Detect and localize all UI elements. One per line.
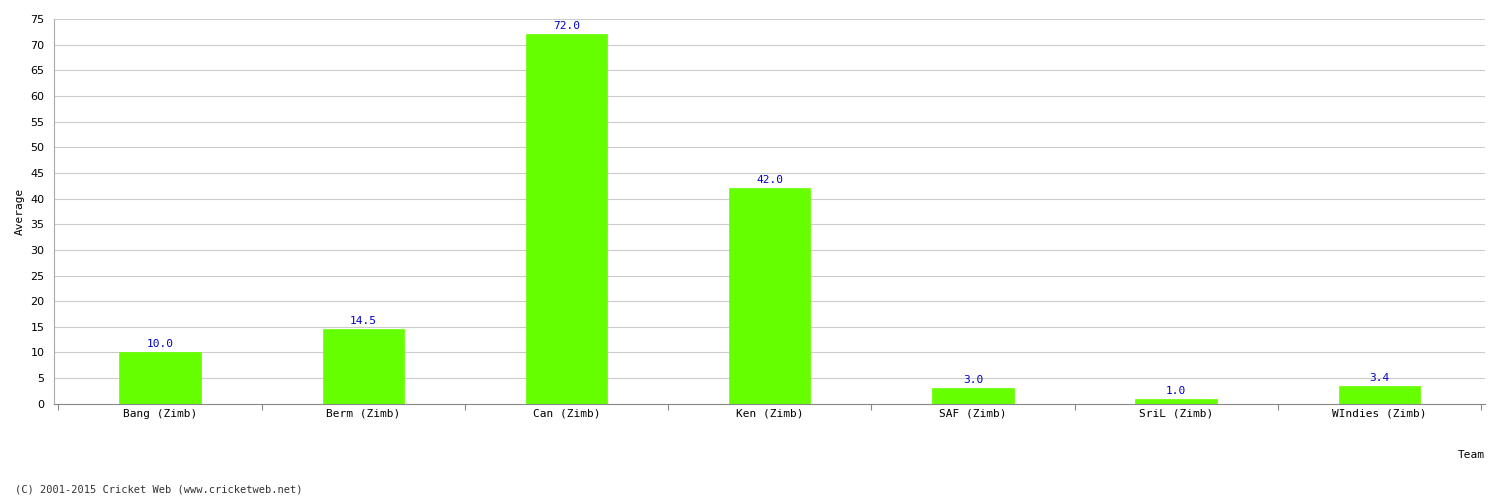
Bar [729,188,810,404]
Bar [1338,386,1420,404]
Bar [120,352,201,404]
Text: 3.0: 3.0 [963,376,982,386]
Bar [526,34,608,404]
Bar [933,388,1014,404]
Bar [1136,398,1216,404]
Text: (C) 2001-2015 Cricket Web (www.cricketweb.net): (C) 2001-2015 Cricket Web (www.cricketwe… [15,485,303,495]
Text: Team: Team [1458,450,1485,460]
Text: 42.0: 42.0 [756,175,783,185]
Text: 72.0: 72.0 [554,22,580,32]
Text: 1.0: 1.0 [1166,386,1186,396]
Y-axis label: Average: Average [15,188,26,235]
Text: 3.4: 3.4 [1370,374,1389,384]
Text: 10.0: 10.0 [147,340,174,349]
Bar [322,330,404,404]
Text: 14.5: 14.5 [350,316,376,326]
